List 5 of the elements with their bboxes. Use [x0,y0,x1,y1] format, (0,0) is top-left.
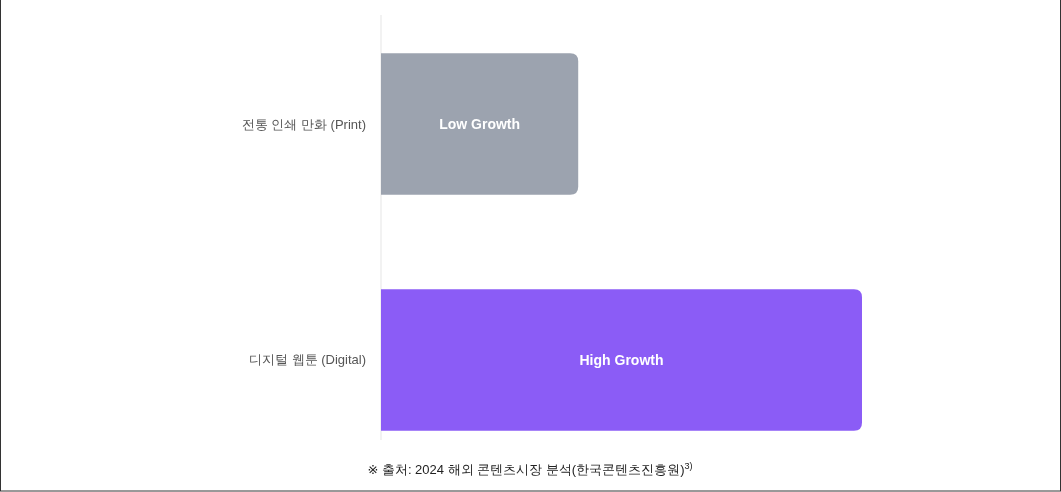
annotation: Low Growth [439,116,521,133]
text: ※ 출처: 2024 해외 콘텐츠시장 분석(한국콘텐츠진흥원)$^{3)}$ [367,461,693,477]
y-tick-label: 디지털 웹툰 (Digital) [248,352,366,368]
annotation: High Growth [579,351,664,368]
y-tick-label: 전통 인쇄 만화 (Print) [241,116,366,132]
